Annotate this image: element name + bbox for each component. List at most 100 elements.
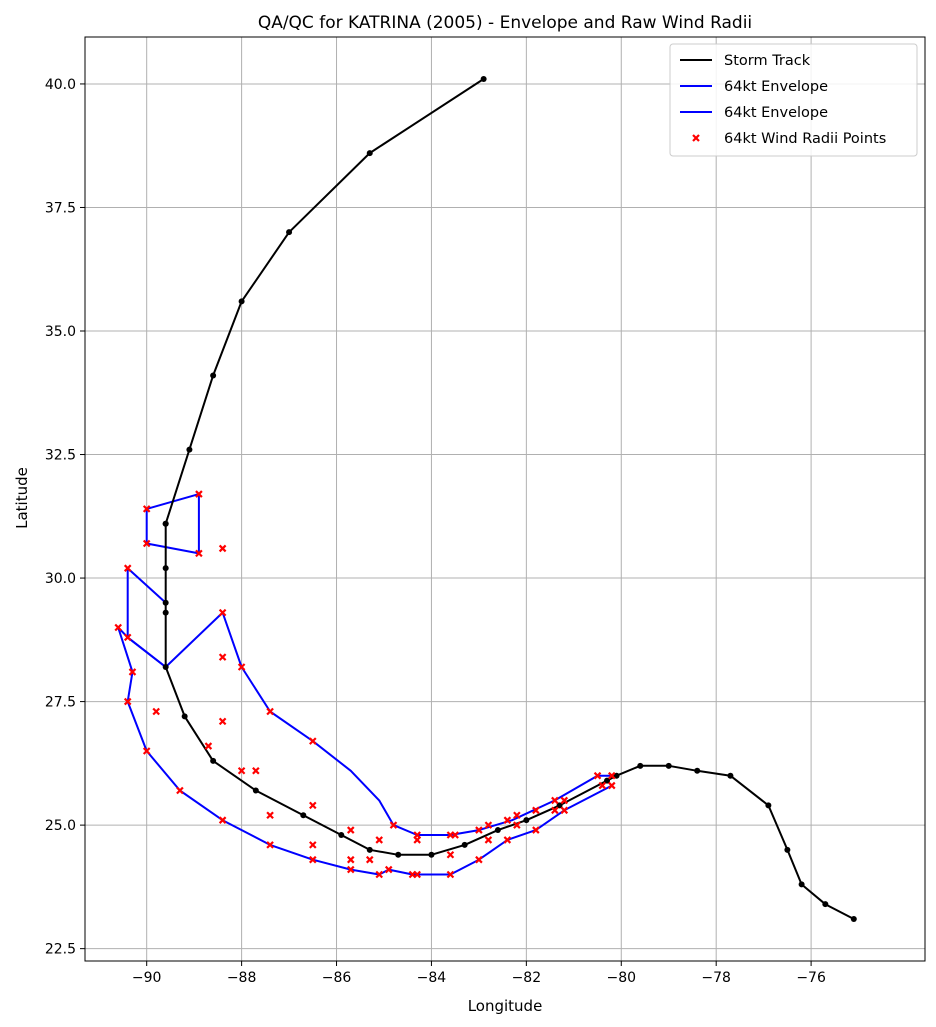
- wind-radii-point: [237, 663, 246, 671]
- wind-radii-point: [389, 821, 398, 829]
- y-tick-label: 32.5: [45, 448, 76, 464]
- wind-radii-point: [375, 870, 384, 879]
- wind-radii-point: [142, 539, 151, 548]
- wind-radii-point: [598, 781, 607, 790]
- storm-track-point: [727, 772, 734, 779]
- storm-track-point: [186, 446, 193, 453]
- storm-track-point: [556, 802, 563, 809]
- storm-track-point: [637, 762, 644, 769]
- wind-radii-point: [195, 490, 203, 498]
- wind-radii-point: [593, 771, 602, 780]
- storm-track-point: [395, 851, 402, 858]
- wind-radii-point: [218, 717, 227, 726]
- chart-title: QA/QC for KATRINA (2005) - Envelope and …: [258, 13, 752, 33]
- wind-radii-point: [218, 816, 227, 824]
- storm-track-point: [765, 802, 772, 809]
- storm-track-point: [822, 901, 829, 908]
- storm-track-point: [210, 372, 217, 379]
- storm-track-point: [300, 812, 307, 819]
- storm-track-point: [850, 916, 857, 922]
- wind-radii-point: [560, 796, 569, 805]
- storm-track-point: [286, 229, 293, 236]
- legend-marker-swatch: [692, 134, 700, 142]
- wind-radii-point: [309, 737, 317, 745]
- wind-radii-point: [309, 855, 317, 864]
- x-tick-label: −82: [512, 970, 542, 986]
- wind-radii-point: [503, 816, 512, 824]
- y-tick-label: 40.0: [45, 77, 76, 93]
- storm-track-line: [164, 78, 855, 920]
- wind-radii-point: [128, 668, 137, 676]
- y-tick-label: 35.0: [45, 324, 76, 340]
- wind-radii-point: [446, 850, 455, 859]
- storm-track-point: [181, 713, 188, 720]
- wind-radii-point: [484, 836, 493, 844]
- wind-radii-point: [195, 549, 203, 558]
- wind-radii-point: [204, 742, 213, 750]
- x-axis-label: Longitude: [468, 997, 543, 1015]
- wind-radii-point: [176, 786, 184, 795]
- wind-radii-point: [475, 826, 483, 834]
- wind-radii-point: [475, 855, 483, 864]
- wind-radii-point: [123, 564, 132, 572]
- wind-radii-point: [346, 826, 355, 834]
- plot-frame: [84, 36, 926, 962]
- plot-area: [114, 76, 857, 922]
- legend-label: 64kt Envelope: [724, 79, 828, 95]
- wind-radii-point: [346, 865, 355, 874]
- wind-radii-point: [142, 747, 151, 755]
- storm-track-point: [366, 846, 373, 853]
- storm-track-point: [162, 609, 169, 616]
- x-tick-label: −90: [132, 970, 162, 986]
- legend-label: Storm Track: [724, 53, 811, 69]
- storm-track-point: [798, 881, 805, 888]
- storm-track-point: [366, 150, 373, 157]
- storm-track-point: [338, 832, 345, 838]
- wind-radii-point: [309, 801, 317, 810]
- envelope-line: [117, 626, 613, 876]
- storm-track-point: [162, 565, 169, 572]
- wind-radii-point: [252, 766, 260, 775]
- wind-radii-point: [309, 841, 317, 849]
- wind-radii-point: [532, 806, 540, 815]
- wind-radii-point: [503, 836, 512, 844]
- wind-radii-point: [413, 831, 421, 839]
- wind-radii-point: [218, 544, 227, 553]
- x-tick-label: −80: [606, 970, 636, 986]
- storm-track-point: [162, 599, 169, 606]
- axis-ticks: −90 −88 −86 −84 −82 −80 −78 −76 22.5 25.0 27.5 30.0…: [45, 77, 826, 986]
- wind-radii-point: [123, 697, 132, 706]
- storm-track-point: [494, 827, 501, 834]
- wind-radii-point: [218, 608, 227, 617]
- legend-label: 64kt Envelope: [724, 105, 828, 121]
- legend-box: [669, 43, 918, 157]
- storm-track-point: [428, 851, 435, 858]
- wind-radii-point: [446, 870, 455, 879]
- wind-radii-point: [513, 821, 521, 829]
- x-tick-label: −86: [322, 970, 352, 986]
- wind-radii-point: [532, 826, 540, 834]
- wind-radii-point: [513, 811, 521, 820]
- wind-radii-point: [608, 781, 616, 790]
- storm-track-point: [665, 762, 672, 769]
- wind-radii-point: [114, 623, 122, 632]
- y-tick-label: 25.0: [45, 818, 76, 834]
- wind-radii-point: [608, 771, 616, 780]
- wind-radii-point: [365, 855, 374, 864]
- legend-label: 64kt Wind Radii Points: [724, 131, 886, 147]
- wind-radii-point: [484, 821, 493, 829]
- legend: Storm Track 64kt Envelope 64kt Envelope 64k…: [669, 43, 918, 157]
- x-tick-label: −78: [701, 970, 731, 986]
- storm-track-point: [613, 772, 620, 779]
- y-tick-label: 37.5: [45, 200, 76, 216]
- y-tick-label: 27.5: [45, 695, 76, 711]
- storm-track-point: [162, 520, 169, 527]
- wind-radii-point: [551, 806, 559, 815]
- wind-radii-point: [266, 841, 274, 849]
- wind-radii-point: [142, 505, 151, 513]
- wind-radii-point: [446, 831, 455, 839]
- wind-radii-point: [266, 811, 274, 820]
- grid: [85, 37, 925, 961]
- x-tick-label: −84: [417, 970, 447, 986]
